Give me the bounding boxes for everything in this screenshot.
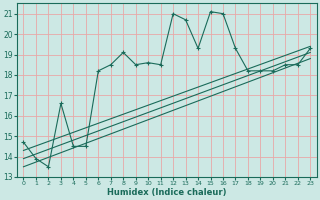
X-axis label: Humidex (Indice chaleur): Humidex (Indice chaleur) — [107, 188, 227, 197]
